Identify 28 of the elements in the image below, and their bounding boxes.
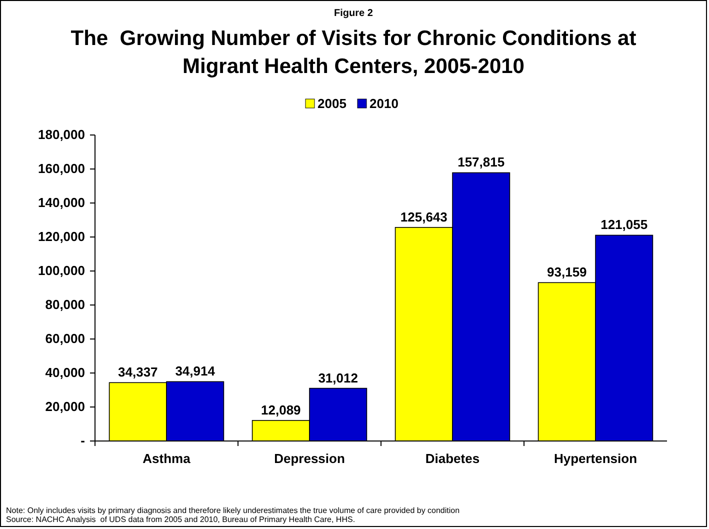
y-tick-label: 40,000 [45, 365, 85, 380]
y-tick-label: 100,000 [38, 263, 85, 278]
data-label: 12,089 [261, 402, 301, 418]
data-label: 31,012 [318, 370, 358, 386]
chart-title: The Growing Number of Visits for Chronic Conditions at Migrant Health Centers, 2005-2010 [70, 27, 636, 78]
caption: Figure 2 [334, 8, 374, 19]
text: Note: Only includes visits by primary diagnosis and therefore likely underestimates the true volume of care provided by condition [6, 506, 460, 515]
legend-label: 2005 [318, 96, 346, 111]
y-tick-label: 160,000 [38, 161, 85, 176]
y-tick-label: 60,000 [45, 331, 85, 346]
data-label: 121,055 [600, 217, 648, 232]
y-tick-label: 20,000 [45, 399, 85, 414]
y-tick-label: 120,000 [38, 229, 85, 244]
legend-label: 2010 [370, 96, 398, 111]
x-tick-label: Asthma [142, 451, 192, 466]
source-note: Source: NACHC Analysis of UDS data from 2005 and 2010, Bureau of Primary Health Care, HHS. [6, 515, 356, 524]
x-tick-label: Depression [274, 451, 345, 466]
data-label: 157,815 [458, 154, 505, 170]
y-tick-label: 80,000 [45, 297, 85, 312]
data-label: 34,914 [175, 364, 216, 379]
x-tick-label: Hypertension [554, 451, 638, 466]
y-tick-label: 140,000 [38, 195, 85, 210]
data-label: 125,643 [400, 209, 448, 224]
x-tick-label: Diabetes [425, 451, 480, 466]
data-label: 34,337 [118, 364, 158, 380]
data-label: 93,159 [547, 264, 587, 280]
y-tick-label: 180,000 [38, 127, 85, 142]
y-tick-label: - [80, 433, 85, 448]
